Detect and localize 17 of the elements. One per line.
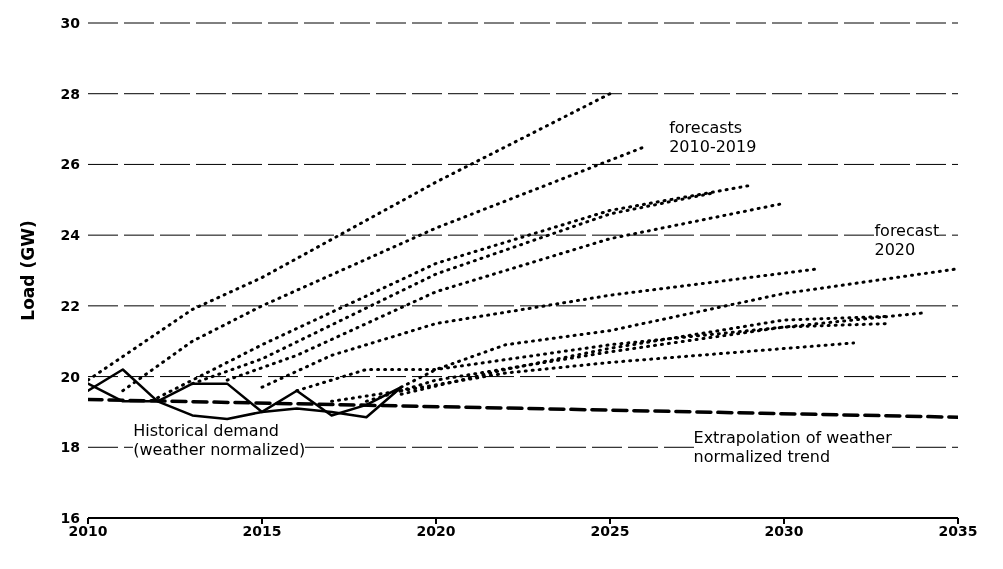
y-axis-title: Load (GW) <box>18 220 39 321</box>
y-tick-label: 20 <box>60 368 81 385</box>
y-tick-label: 18 <box>60 439 80 456</box>
x-tick-label: 2030 <box>764 522 804 539</box>
annotation: forecasts 2010-2019 <box>669 118 757 157</box>
annotation: Extrapolation of weather normalized trend <box>693 427 892 466</box>
x-tick-label: 2020 <box>416 522 456 539</box>
y-tick-label: 28 <box>60 85 80 102</box>
y-tick-label: 26 <box>60 156 80 173</box>
y-tick-label: 30 <box>60 14 81 31</box>
y-tick-label: 22 <box>60 297 80 314</box>
annotation: Historical demand (weather normalized) <box>133 420 306 459</box>
y-tick-label: 24 <box>60 227 81 244</box>
annotation: forecast 2020 <box>874 221 940 259</box>
x-tick-label: 2015 <box>242 522 282 539</box>
x-tick-label: 2035 <box>938 522 978 539</box>
x-tick-label: 2025 <box>590 522 630 539</box>
